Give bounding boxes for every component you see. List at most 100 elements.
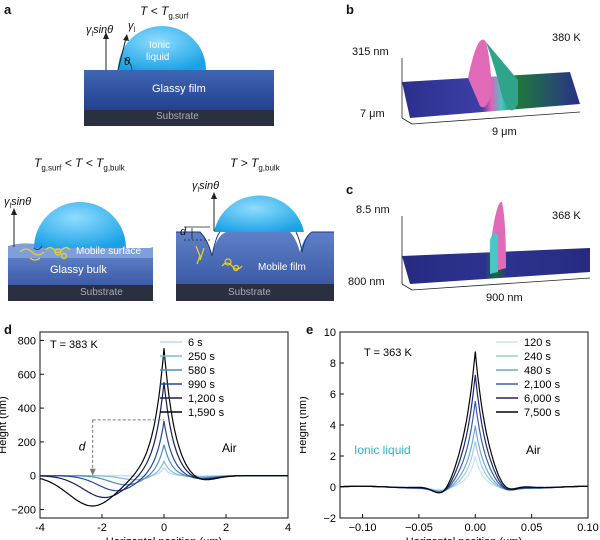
panel-b-surface [401,39,581,125]
x-axis-label: Horizontal position (μm) [106,536,222,540]
legend-entry: 250 s [188,351,215,363]
substrate-label-left: Substrate [80,287,123,298]
legend-entry: 1,200 s [188,393,225,405]
series-line [40,421,288,492]
legend-entry: 120 s [524,337,551,349]
chart-annotation: T = 363 K [364,347,412,359]
y-tick-label: 0 [30,471,36,483]
d-label: d [79,439,86,453]
ionic-liquid-drop [118,26,206,70]
ionic-liquid-label: Ionic liquid [354,443,411,457]
chart-d: -4 -2 0 2 4 −200 0 200 400 600 800 Horizontal posit… [0,331,291,540]
series-line [39,348,288,507]
gamma-sin-theta-label: γlsinθ [86,24,114,39]
y-tick-label: 10 [324,327,336,339]
panel-b-y-label: 7 μm [360,108,385,120]
y-tick-label: 8 [330,358,336,370]
x-tick-label: -4 [35,522,45,534]
mobile-chains-left [19,246,71,261]
substrate-label-right: Substrate [228,287,271,298]
gamma-l-label: γl [128,20,136,35]
glassy-bulk-label: Glassy bulk [50,264,107,276]
panel-c-z-label: 8.5 nm [356,204,390,216]
mid-left-condition: Tg,surf < T < Tg,bulk [34,156,125,173]
panel-letter-b: b [346,2,354,17]
legend-entry: 2,100 s [524,379,561,391]
panel-b-z-label: 315 nm [352,46,389,58]
substrate-layer [84,110,274,126]
panel-c-surface [401,201,591,291]
air-label: Air [222,441,237,455]
mobile-chains-right [195,245,243,272]
panel-b-x-label: 9 μm [492,126,517,138]
y-tick-label: 2 [330,451,336,463]
theta-label: θ [124,56,130,68]
y-tick-label: 6 [330,389,336,401]
drop-label-line2: liquid [146,52,170,63]
plot-frame [39,331,289,519]
y-tick-label: 400 [18,403,36,415]
chart-e: −0.10 −0.05 0.00 0.05 0.10 −2 0 2 4 6 8 10 Horizonta… [300,327,599,540]
chart-annotation: T = 383 K [50,339,98,351]
y-axis-label: Height (nm) [0,396,9,453]
y-tick-label: 800 [18,335,36,347]
panel-letter-c: c [346,182,354,197]
legend-entry: 990 s [188,379,215,391]
series-line [339,454,588,491]
series-line [40,466,288,477]
mid-right-condition: T > Tg,bulk [230,156,280,173]
x-tick-label: 0 [161,522,167,534]
series-line [40,444,288,486]
legend-entry: 580 s [188,365,215,377]
mobile-surface-label: Mobile surface [76,246,142,257]
x-tick-label: 0.00 [465,522,486,534]
d-label-schematic: d [180,226,187,238]
x-tick-label: -2 [97,522,107,534]
y-tick-label: 200 [18,437,36,449]
mobile-film-layer [176,232,334,284]
x-tick-label: 0.05 [521,522,542,534]
ionic-liquid-drop-right [214,195,304,232]
surface-b-peak [468,39,492,108]
legend-entry: 7,500 s [524,407,561,419]
x-tick-label: 2 [223,522,229,534]
x-tick-label: −0.10 [349,522,377,534]
legend-entry: 6 s [188,337,203,349]
series-line [339,351,588,494]
drop-label-line1: Ionic [149,40,171,51]
x-tick-label: 4 [285,522,291,534]
y-tick-label: −2 [323,513,336,525]
y-tick-label: 4 [330,420,336,432]
substrate-right [176,284,334,301]
x-axis-label: Horizontal position (μm) [406,536,522,540]
y-tick-label: 0 [330,482,336,494]
glassy-film-label: Glassy film [152,83,206,95]
gamma-sin-theta-left: γlsinθ [4,196,32,211]
panel-letter-a: a [4,2,12,17]
air-label: Air [526,443,541,457]
substrate-left [8,285,153,301]
panel-letter-d: d [4,322,12,337]
ionic-liquid-drop-left [34,202,126,248]
legend-entry: 1,590 s [188,407,225,419]
top-condition: T < Tg,surf [140,4,189,21]
legend-entry: 6,000 s [524,393,561,405]
x-tick-label: 0.10 [577,522,598,534]
legend-entry: 480 s [524,365,551,377]
mobile-film-label: Mobile film [258,262,306,273]
x-tick-label: −0.05 [405,522,433,534]
gamma-sin-theta-right: γlsinθ [192,180,220,195]
y-tick-label: 600 [18,369,36,381]
glassy-film-layer [84,70,274,110]
d-arrow-head [89,468,96,476]
legend-entry: 240 s [524,351,551,363]
substrate-label-top: Substrate [156,111,199,122]
panel-a-schematic [8,26,334,301]
y-axis-label: Height (nm) [300,396,309,453]
y-tick-label: −200 [11,505,36,517]
panel-c-x-label: 900 nm [486,292,523,304]
panel-letter-e: e [306,322,314,337]
panel-b-temp: 380 K [552,32,581,44]
panel-c-temp: 368 K [552,210,581,222]
series-line [40,382,288,499]
